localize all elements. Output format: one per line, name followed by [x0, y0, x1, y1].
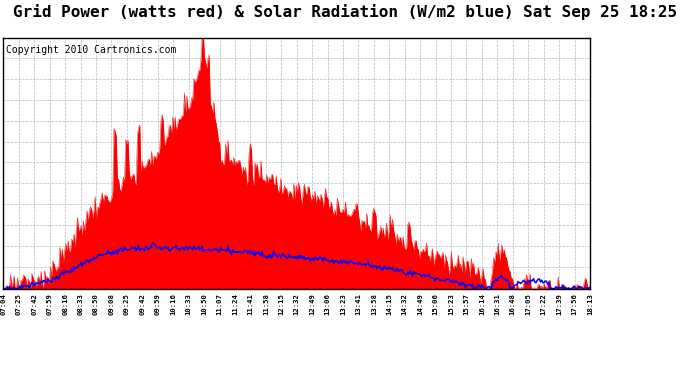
Text: Copyright 2010 Cartronics.com: Copyright 2010 Cartronics.com	[6, 45, 177, 55]
Text: Grid Power (watts red) & Solar Radiation (W/m2 blue) Sat Sep 25 18:25: Grid Power (watts red) & Solar Radiation…	[13, 4, 677, 20]
